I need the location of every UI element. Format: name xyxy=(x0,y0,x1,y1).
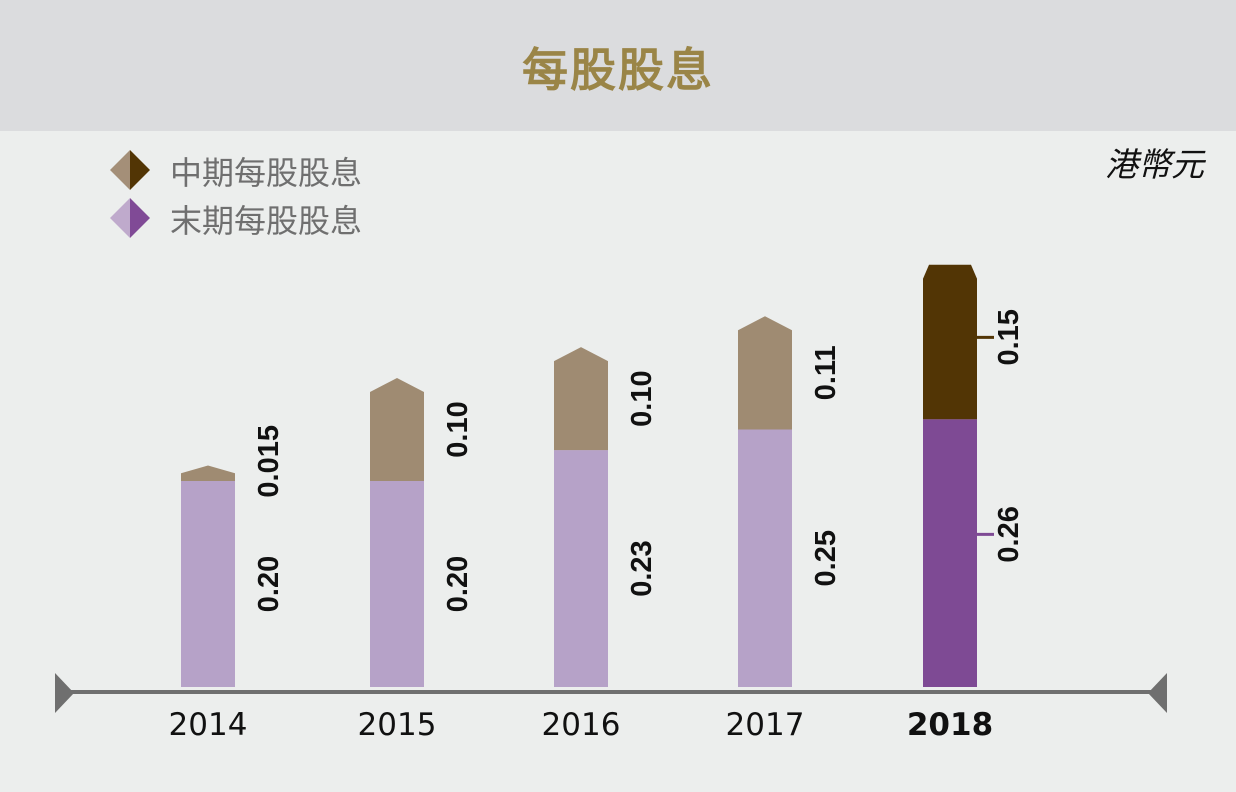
value-label-interim: 0.10 xyxy=(442,401,474,457)
bar-interim-2014 xyxy=(181,465,235,481)
value-label-final: 0.23 xyxy=(626,540,658,596)
value-label-interim: 0.15 xyxy=(993,309,1025,365)
legend-label-interim: 中期每股股息 xyxy=(170,154,363,192)
value-label-interim: 0.11 xyxy=(810,345,842,400)
bar-final-2015 xyxy=(370,481,424,687)
axis-right-arrow-icon xyxy=(1148,673,1167,713)
bar-final-2018 xyxy=(923,419,977,687)
x-tick-label: 2018 xyxy=(907,707,993,743)
x-tick-label: 2016 xyxy=(542,707,621,743)
x-tick-label: 2017 xyxy=(726,707,805,743)
unit-label: 港幣元 xyxy=(1105,145,1204,184)
value-label-final: 0.20 xyxy=(253,556,285,612)
x-tick-label: 2015 xyxy=(358,707,437,743)
diamond-icon xyxy=(110,150,150,190)
bar-interim-2017 xyxy=(738,316,792,430)
bar-final-2017 xyxy=(738,429,792,687)
diamond-icon xyxy=(110,198,150,238)
value-label-interim: 0.10 xyxy=(626,370,658,426)
value-label-final: 0.20 xyxy=(442,556,474,612)
bar-interim-2015 xyxy=(370,378,424,481)
value-label-final: 0.25 xyxy=(810,530,842,586)
title-banner xyxy=(0,0,1236,131)
bar-interim-2018 xyxy=(923,264,977,420)
axis-left-arrow-icon xyxy=(55,673,74,713)
bar-final-2016 xyxy=(554,450,608,687)
bar-interim-2016 xyxy=(554,347,608,451)
legend-label-final: 末期每股股息 xyxy=(170,202,363,240)
bar-final-2014 xyxy=(181,481,235,687)
x-tick-label: 2014 xyxy=(169,707,248,743)
value-label-interim: 0.015 xyxy=(253,425,285,498)
chart-title: 每股股息 xyxy=(522,43,714,97)
value-label-final: 0.26 xyxy=(993,506,1025,562)
